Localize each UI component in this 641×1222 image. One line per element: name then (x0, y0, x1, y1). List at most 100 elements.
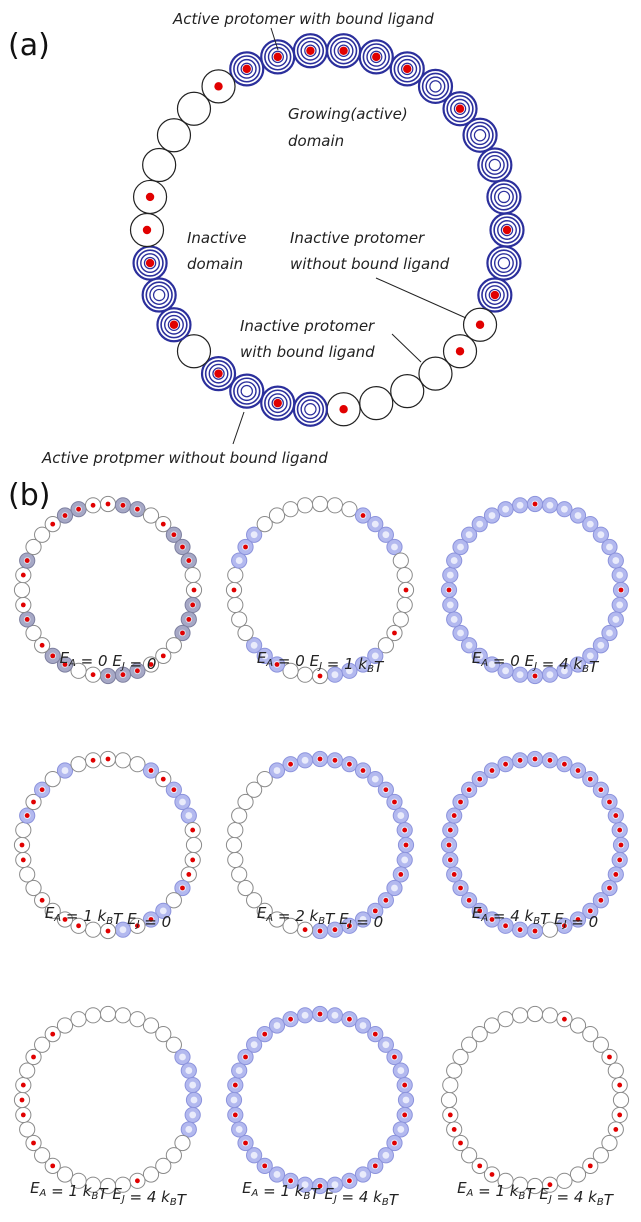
protomer (397, 581, 415, 599)
protomer (471, 647, 488, 664)
protomer (296, 1007, 314, 1024)
caption-subscript: B (304, 1191, 311, 1202)
protomer (184, 566, 201, 584)
protomer (367, 771, 384, 788)
protomer (526, 495, 544, 513)
caption-subscript: A (265, 658, 273, 669)
protomer (231, 552, 248, 569)
protomer (282, 662, 299, 679)
protomer (611, 1106, 628, 1124)
leader-active-without (232, 411, 245, 445)
protomer (19, 1062, 36, 1079)
protomer (461, 781, 478, 798)
protomer (452, 538, 469, 556)
caption-text: = 1 k (61, 907, 107, 925)
annotation-growing-line2: domain (288, 132, 344, 150)
protomer (377, 637, 394, 654)
protomer (442, 1106, 459, 1124)
protomer (354, 911, 372, 928)
protomer (129, 756, 146, 773)
annotation-inactive-line2: domain (187, 255, 243, 273)
protomer (268, 762, 286, 779)
protomer (611, 1076, 628, 1094)
protomer (180, 1062, 197, 1079)
panel-b-label: (b) (8, 478, 50, 513)
protomer (326, 752, 344, 769)
protomer (569, 911, 587, 928)
protomer (601, 538, 618, 556)
protomer (15, 566, 32, 584)
protomer (582, 902, 599, 919)
protomer (354, 1166, 372, 1183)
protomer (582, 1026, 599, 1043)
protomer (392, 807, 409, 824)
protomer (246, 781, 263, 798)
annotation-active-bound: Active protomer with bound ligand (172, 10, 434, 28)
protomer (268, 656, 286, 673)
caption-subscript: B (533, 916, 540, 927)
protomer (569, 762, 587, 779)
protomer (292, 33, 328, 69)
protomer (440, 836, 458, 854)
protomer (132, 179, 168, 215)
caption-subscript: A (466, 1188, 474, 1199)
state-ring (440, 750, 630, 940)
caption-text: E (257, 904, 267, 922)
protomer (174, 879, 191, 897)
protomer (185, 836, 203, 854)
protomer (462, 117, 498, 153)
protomer (260, 385, 296, 421)
protomer (15, 851, 32, 869)
protomer (582, 1157, 599, 1174)
protomer (256, 902, 273, 919)
protomer (592, 637, 609, 654)
caption-text: E (554, 910, 564, 928)
caption-subscript: J (120, 661, 125, 672)
protomer (99, 667, 117, 685)
protomer (442, 334, 478, 369)
caption-subscript: B (582, 664, 589, 675)
caption-text: T (98, 1185, 109, 1203)
protomer (446, 611, 463, 628)
protomer (282, 501, 299, 518)
protomer (34, 1036, 51, 1053)
caption-subscript: A (480, 913, 488, 924)
protomer (442, 1076, 459, 1094)
protomer (44, 902, 61, 919)
protomer (377, 526, 394, 543)
protomer (84, 497, 102, 514)
protomer (296, 752, 314, 769)
protomer (225, 581, 243, 599)
protomer (511, 752, 529, 769)
leader-inactive-without (375, 277, 467, 319)
protomer (592, 892, 609, 909)
protomer (25, 624, 42, 642)
protomer (397, 1091, 415, 1109)
caption-subscript: A (53, 913, 61, 924)
caption-text: = 4 k (337, 1188, 383, 1206)
protomer (341, 1172, 358, 1189)
ring-caption: EA = 1 kBT EJ = 4 kBT (30, 1179, 188, 1209)
protomer (461, 1036, 478, 1053)
protomer (174, 1048, 191, 1066)
protomer (165, 526, 182, 543)
protomer (326, 1007, 344, 1024)
caption-text: = 1 k (473, 1182, 519, 1200)
protomer (358, 39, 394, 75)
protomer (418, 356, 453, 391)
ring-caption: EA = 1 kBT EJ = 4 kBT (242, 1179, 400, 1209)
protomer (155, 902, 172, 919)
protomer (442, 566, 459, 584)
protomer (607, 807, 624, 824)
protomer (174, 1134, 191, 1152)
caption-text: = 4 k (537, 655, 583, 673)
caption-subscript: J (562, 919, 567, 930)
protomer (282, 1172, 299, 1189)
protomer (367, 902, 384, 919)
protomer (354, 656, 372, 673)
caption-text: E (242, 1179, 252, 1197)
protomer (174, 538, 191, 556)
protomer (477, 147, 513, 183)
protomer (377, 1147, 394, 1164)
caption-text: = 0 (76, 652, 108, 670)
